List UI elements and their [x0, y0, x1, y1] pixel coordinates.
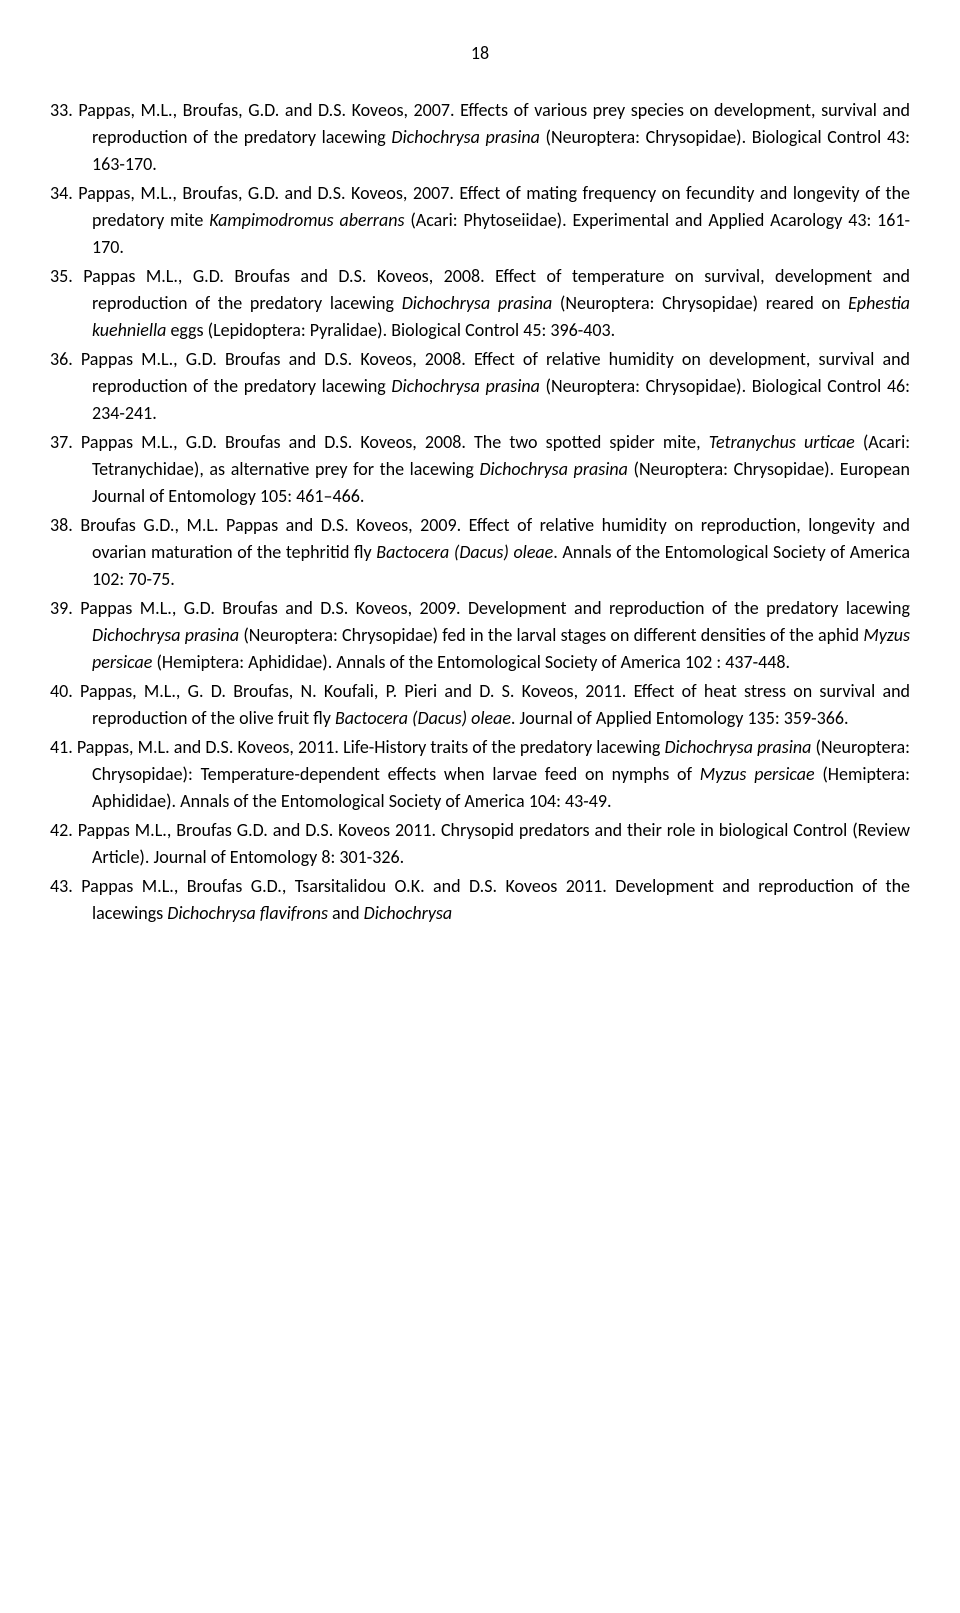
reference-item: 41. Pappas, M.L. and D.S. Koveos, 2011. …	[50, 734, 910, 815]
reference-number: 36.	[50, 348, 73, 370]
reference-number: 39.	[50, 597, 73, 619]
reference-italic-text: Bactocera (Dacus) oleae	[335, 707, 511, 729]
reference-list: 33. Pappas, M.L., Broufas, G.D. and D.S.…	[50, 97, 910, 927]
reference-text: eggs (Lepidoptera: Pyralidae). Biologica…	[166, 319, 615, 341]
reference-item: 39. Pappas M.L., G.D. Broufas and D.S. K…	[50, 595, 910, 676]
reference-italic-text: Dichochrysa prasina	[391, 126, 539, 148]
reference-item: 43. Pappas M.L., Broufas G.D., Tsarsital…	[50, 873, 910, 927]
reference-item: 36. Pappas M.L., G.D. Broufas and D.S. K…	[50, 346, 910, 427]
reference-number: 43.	[50, 875, 73, 897]
reference-text: . Journal of Applied Entomology 135: 359…	[511, 707, 849, 729]
reference-italic-text: Dichochrysa prasina	[479, 458, 627, 480]
reference-text: Pappas M.L., G.D. Broufas and D.S. Koveo…	[73, 597, 910, 619]
reference-number: 35.	[50, 265, 73, 287]
reference-item: 37. Pappas M.L., G.D. Broufas and D.S. K…	[50, 429, 910, 510]
reference-text: (Hemiptera: Aphididae). Annals of the En…	[152, 651, 790, 673]
reference-number: 42.	[50, 819, 73, 841]
reference-number: 37.	[50, 431, 73, 453]
reference-number: 41.	[50, 736, 73, 758]
reference-italic-text: Myzus persicae	[700, 763, 815, 785]
reference-item: 38. Broufas G.D., M.L. Pappas and D.S. K…	[50, 512, 910, 593]
reference-italic-text: Dichochrysa flavifrons	[167, 902, 328, 924]
reference-text: Pappas M.L., Broufas G.D. and D.S. Koveo…	[73, 819, 910, 868]
reference-italic-text: Dichochrysa prasina	[402, 292, 553, 314]
reference-italic-text: Kampimodromus aberrans	[209, 209, 404, 231]
reference-italic-text: Dichochrysa prasina	[391, 375, 539, 397]
reference-number: 33.	[50, 99, 73, 121]
reference-number: 40.	[50, 680, 73, 702]
reference-item: 40. Pappas, M.L., G. D. Broufas, N. Kouf…	[50, 678, 910, 732]
reference-text: and	[328, 902, 364, 924]
page-number: 18	[50, 40, 910, 67]
reference-italic-text: Dichochrysa	[364, 902, 453, 924]
reference-item: 33. Pappas, M.L., Broufas, G.D. and D.S.…	[50, 97, 910, 178]
reference-number: 34.	[50, 182, 73, 204]
reference-item: 34. Pappas, M.L., Broufas, G.D. and D.S.…	[50, 180, 910, 261]
reference-item: 35. Pappas M.L., G.D. Broufas and D.S. K…	[50, 263, 910, 344]
reference-text: Pappas M.L., G.D. Broufas and D.S. Koveo…	[73, 431, 709, 453]
reference-italic-text: Bactocera (Dacus) oleae	[376, 541, 553, 563]
reference-text: (Neuroptera: Chrysopidae) fed in the lar…	[239, 624, 863, 646]
reference-italic-text: Dichochrysa prasina	[92, 624, 239, 646]
reference-italic-text: Dichochrysa prasina	[664, 736, 811, 758]
reference-italic-text: Tetranychus urticae	[709, 431, 855, 453]
reference-text: (Neuroptera: Chrysopidae) reared on	[552, 292, 848, 314]
reference-text: Pappas, M.L. and D.S. Koveos, 2011. Life…	[73, 736, 665, 758]
reference-item: 42. Pappas M.L., Broufas G.D. and D.S. K…	[50, 817, 910, 871]
reference-number: 38.	[50, 514, 73, 536]
